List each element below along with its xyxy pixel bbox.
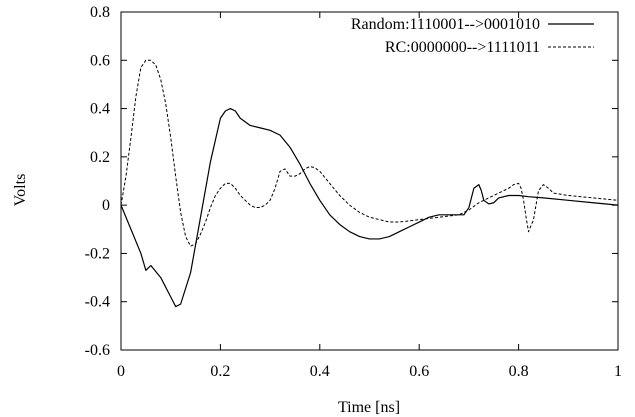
series-line-1 bbox=[120, 107, 619, 308]
plot-border bbox=[120, 11, 619, 351]
x-tick-label: 0 bbox=[117, 363, 125, 380]
x-tick-label: 0.2 bbox=[210, 363, 230, 380]
legend-label-series-2: RC:0000000-->1111011 bbox=[385, 39, 540, 56]
y-axis: -0.6 -0.4 -0.2 0 0.2 0.4 0.6 0.8 bbox=[85, 4, 618, 359]
plot-frame bbox=[120, 11, 619, 351]
y-tick-label: -0.2 bbox=[85, 245, 110, 262]
y-tick-label: 0.4 bbox=[90, 101, 110, 118]
y-tick-label: 0 bbox=[102, 197, 110, 214]
x-tick-label: 0.6 bbox=[409, 363, 429, 380]
series-line-2 bbox=[120, 59, 619, 247]
x-tick-label: 1 bbox=[614, 363, 622, 380]
series-layer bbox=[120, 59, 619, 308]
legend: Random:1110001-->0001010 RC:0000000-->11… bbox=[351, 16, 594, 56]
x-axis-label: Time [ns] bbox=[338, 399, 400, 416]
y-tick-label: 0.2 bbox=[90, 149, 110, 166]
x-tick-label: 0.4 bbox=[310, 363, 330, 380]
y-tick-label: -0.4 bbox=[85, 294, 110, 311]
y-axis-label: Volts bbox=[12, 174, 29, 207]
legend-label-series-1: Random:1110001-->0001010 bbox=[351, 16, 540, 33]
x-axis: 0 0.2 0.4 0.6 0.8 1 bbox=[117, 12, 622, 380]
x-tick-label: 0.8 bbox=[509, 363, 529, 380]
y-tick-label: -0.6 bbox=[85, 342, 110, 359]
y-tick-label: 0.8 bbox=[90, 4, 110, 21]
y-tick-label: 0.6 bbox=[90, 52, 110, 69]
